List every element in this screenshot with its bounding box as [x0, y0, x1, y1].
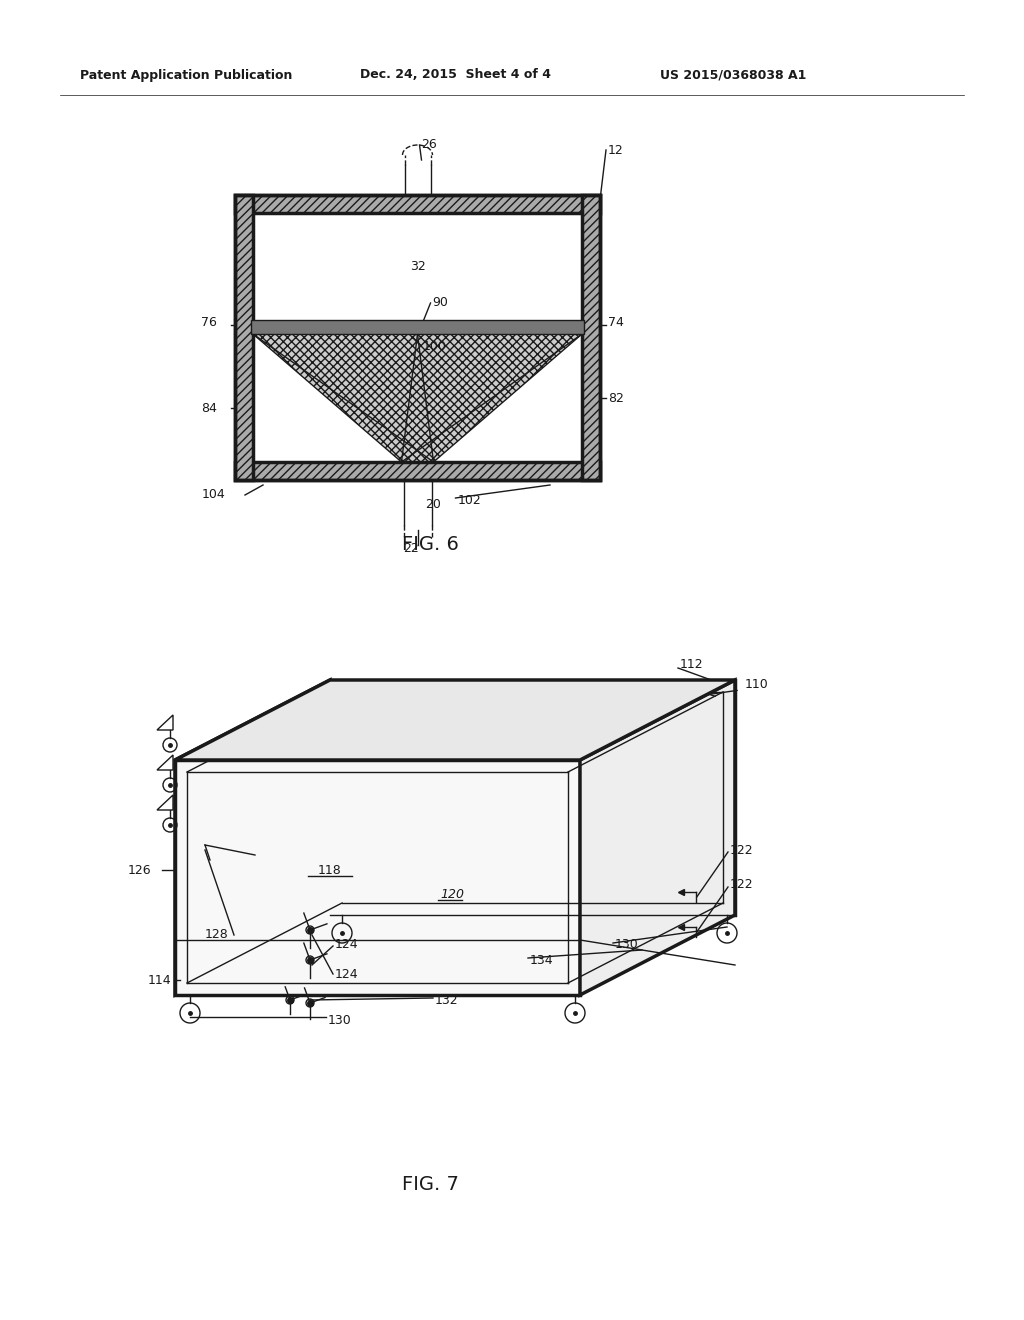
- Text: 22: 22: [403, 541, 420, 554]
- Text: 130: 130: [328, 1014, 352, 1027]
- Text: 76: 76: [201, 317, 217, 330]
- Bar: [234, 195, 600, 213]
- Text: 12: 12: [608, 144, 624, 157]
- Text: 32: 32: [410, 260, 425, 273]
- Text: 100: 100: [423, 341, 446, 354]
- Text: 122: 122: [730, 879, 754, 891]
- Text: 110: 110: [745, 678, 769, 692]
- Text: FIG. 6: FIG. 6: [401, 536, 459, 554]
- Text: 84: 84: [201, 401, 217, 414]
- Bar: [234, 195, 600, 480]
- Text: 20: 20: [426, 499, 441, 511]
- Polygon shape: [580, 680, 735, 995]
- Polygon shape: [175, 680, 330, 995]
- Text: 126: 126: [128, 863, 152, 876]
- Bar: [234, 462, 600, 480]
- Polygon shape: [157, 755, 173, 770]
- Text: 134: 134: [530, 953, 554, 966]
- Text: 114: 114: [148, 974, 172, 986]
- Polygon shape: [253, 334, 582, 462]
- Text: 74: 74: [608, 317, 624, 330]
- Text: Dec. 24, 2015  Sheet 4 of 4: Dec. 24, 2015 Sheet 4 of 4: [360, 69, 551, 82]
- Bar: [582, 195, 600, 480]
- Text: FIG. 7: FIG. 7: [401, 1176, 459, 1195]
- Polygon shape: [175, 760, 580, 995]
- Text: 120: 120: [440, 888, 464, 902]
- Text: 122: 122: [730, 843, 754, 857]
- Bar: [234, 195, 253, 480]
- Polygon shape: [157, 715, 173, 730]
- Text: 26: 26: [422, 139, 437, 152]
- Text: 82: 82: [608, 392, 624, 404]
- Polygon shape: [175, 680, 735, 760]
- Text: Patent Application Publication: Patent Application Publication: [80, 69, 293, 82]
- Bar: [251, 319, 584, 334]
- Polygon shape: [157, 795, 173, 810]
- Text: 130: 130: [615, 939, 639, 952]
- Text: 112: 112: [680, 659, 703, 672]
- Text: US 2015/0368038 A1: US 2015/0368038 A1: [660, 69, 806, 82]
- Text: 124: 124: [335, 939, 358, 952]
- Text: 104: 104: [202, 488, 225, 502]
- Text: 132: 132: [435, 994, 459, 1006]
- Bar: [253, 213, 582, 319]
- Text: 128: 128: [205, 928, 228, 941]
- Text: 90: 90: [432, 297, 449, 309]
- Text: 118: 118: [318, 863, 342, 876]
- Bar: [253, 334, 582, 462]
- Text: 124: 124: [335, 969, 358, 982]
- Text: 102: 102: [458, 494, 481, 507]
